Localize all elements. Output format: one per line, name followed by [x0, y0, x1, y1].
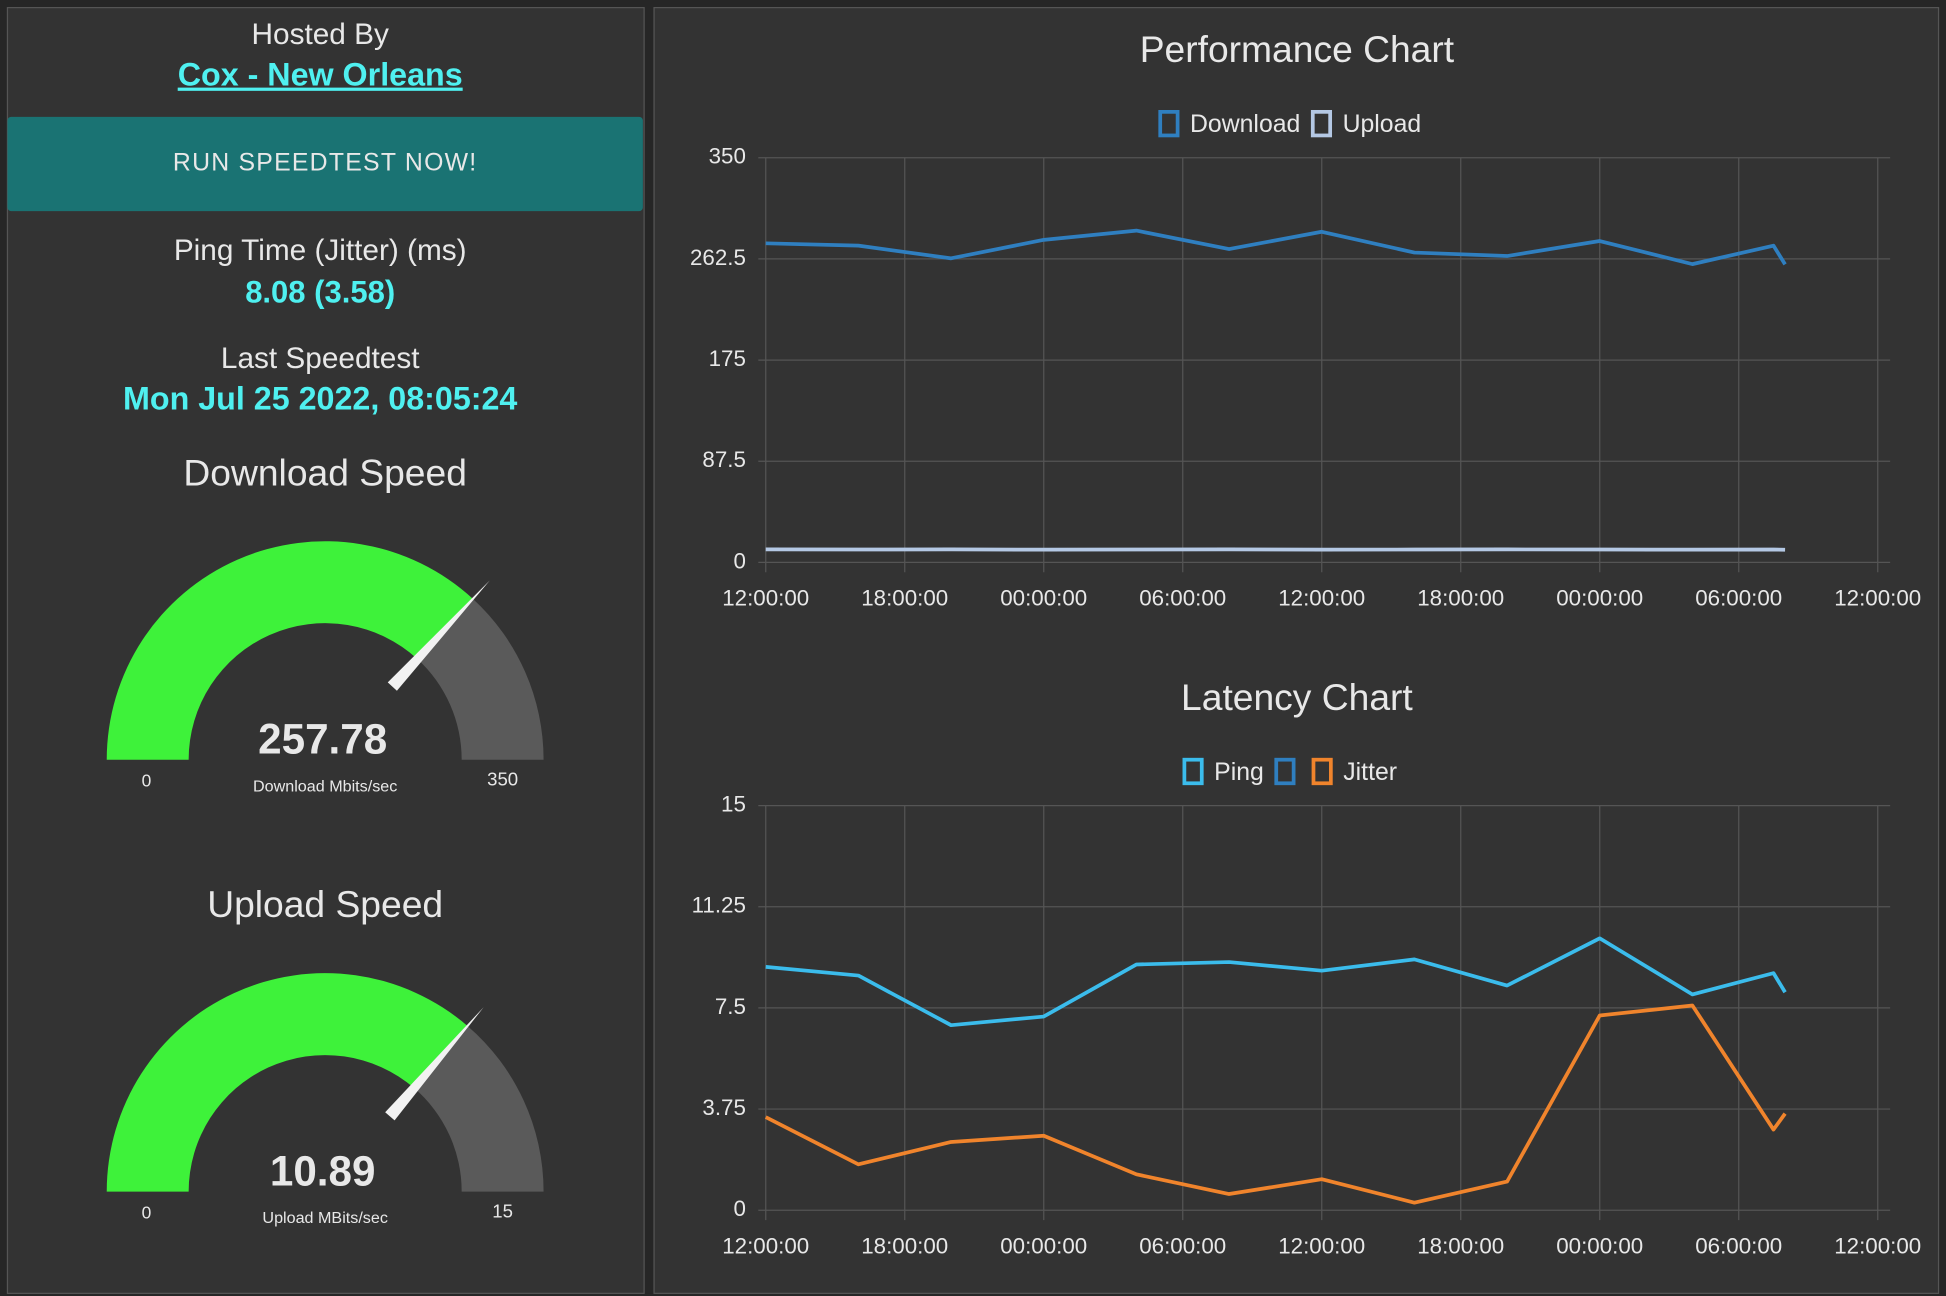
x-tick-label: 12:00:00 [722, 1233, 809, 1258]
y-tick-label: 7.5 [715, 994, 746, 1019]
gauge-value: 10.89 [270, 1147, 376, 1194]
legend-swatch [1182, 757, 1204, 786]
x-tick-label: 18:00:00 [1417, 1233, 1504, 1258]
y-tick-label: 87.5 [702, 447, 745, 472]
y-tick-label: 0 [733, 548, 745, 573]
x-tick-label: 18:00:00 [861, 586, 948, 611]
x-tick-label: 12:00:00 [1278, 586, 1365, 611]
legend-label: Ping [1214, 759, 1264, 786]
gauge-track [414, 1025, 544, 1192]
x-tick-label: 18:00:00 [861, 1233, 948, 1258]
x-tick-label: 12:00:00 [1834, 1233, 1921, 1258]
legend-swatch [1311, 757, 1333, 786]
gauge-min: 0 [142, 771, 152, 791]
x-tick-label: 06:00:00 [1695, 1233, 1782, 1258]
gauge-needle [385, 1007, 484, 1121]
x-tick-label: 00:00:00 [1000, 1233, 1087, 1258]
server-link[interactable]: Cox - New Orleans [178, 57, 463, 93]
y-tick-label: 262.5 [690, 245, 746, 270]
y-tick-label: 11.25 [692, 893, 746, 918]
gauge-fill [106, 541, 473, 760]
legend-label: Upload [1343, 111, 1422, 138]
gauge-fill [106, 973, 468, 1192]
y-tick-label: 0 [733, 1196, 745, 1221]
gauge-title: Upload Speed [207, 883, 443, 925]
x-tick-label: 06:00:00 [1139, 586, 1226, 611]
series-line [765, 936, 1787, 1028]
gauge-unit: Download Mbits/sec [253, 777, 397, 795]
right-panel [653, 6, 1940, 1294]
gauge-needle [387, 580, 490, 691]
series-line [764, 1003, 1787, 1205]
y-tick-label: 15 [721, 792, 746, 817]
gauge-max: 15 [492, 1201, 513, 1222]
gauge-track [417, 598, 544, 760]
y-tick-label: 350 [709, 144, 746, 169]
legend-label: Jitter [1343, 759, 1397, 786]
x-tick-label: 00:00:00 [1556, 586, 1643, 611]
legend-label: Download [1190, 111, 1300, 138]
legend-swatch [1274, 757, 1296, 786]
x-tick-label: 00:00:00 [1000, 586, 1087, 611]
x-tick-label: 12:00:00 [1834, 586, 1921, 611]
legend-swatch [1158, 109, 1180, 138]
ping-label: Ping Time (Jitter) (ms) [174, 234, 467, 267]
x-tick-label: 06:00:00 [1695, 586, 1782, 611]
x-tick-label: 12:00:00 [722, 586, 809, 611]
gauge-title: Download Speed [183, 451, 466, 493]
run-button-label[interactable]: RUN SPEEDTEST NOW! [173, 150, 477, 177]
hosted-by-label: Hosted By [252, 18, 389, 51]
gauge-min: 0 [142, 1203, 152, 1223]
ping-value: 8.08 (3.58) [245, 274, 395, 309]
left-panel [6, 6, 645, 1294]
x-tick-label: 06:00:00 [1139, 1233, 1226, 1258]
x-tick-label: 12:00:00 [1278, 1233, 1365, 1258]
legend-swatch [1310, 109, 1333, 138]
last-value: Mon Jul 25 2022, 08:05:24 [123, 381, 517, 417]
gauge-value: 257.78 [258, 715, 387, 762]
chart-title: Performance Chart [1140, 28, 1455, 70]
y-tick-label: 3.75 [702, 1095, 745, 1120]
run-button[interactable] [7, 116, 643, 212]
x-tick-label: 00:00:00 [1556, 1233, 1643, 1258]
gauge-max: 350 [487, 769, 518, 790]
gauge-unit: Upload MBits/sec [262, 1209, 387, 1227]
y-tick-label: 175 [709, 346, 746, 371]
chart-title: Latency Chart [1181, 676, 1413, 718]
x-tick-label: 18:00:00 [1417, 586, 1504, 611]
last-label: Last Speedtest [221, 342, 420, 375]
series-line [765, 228, 1787, 266]
